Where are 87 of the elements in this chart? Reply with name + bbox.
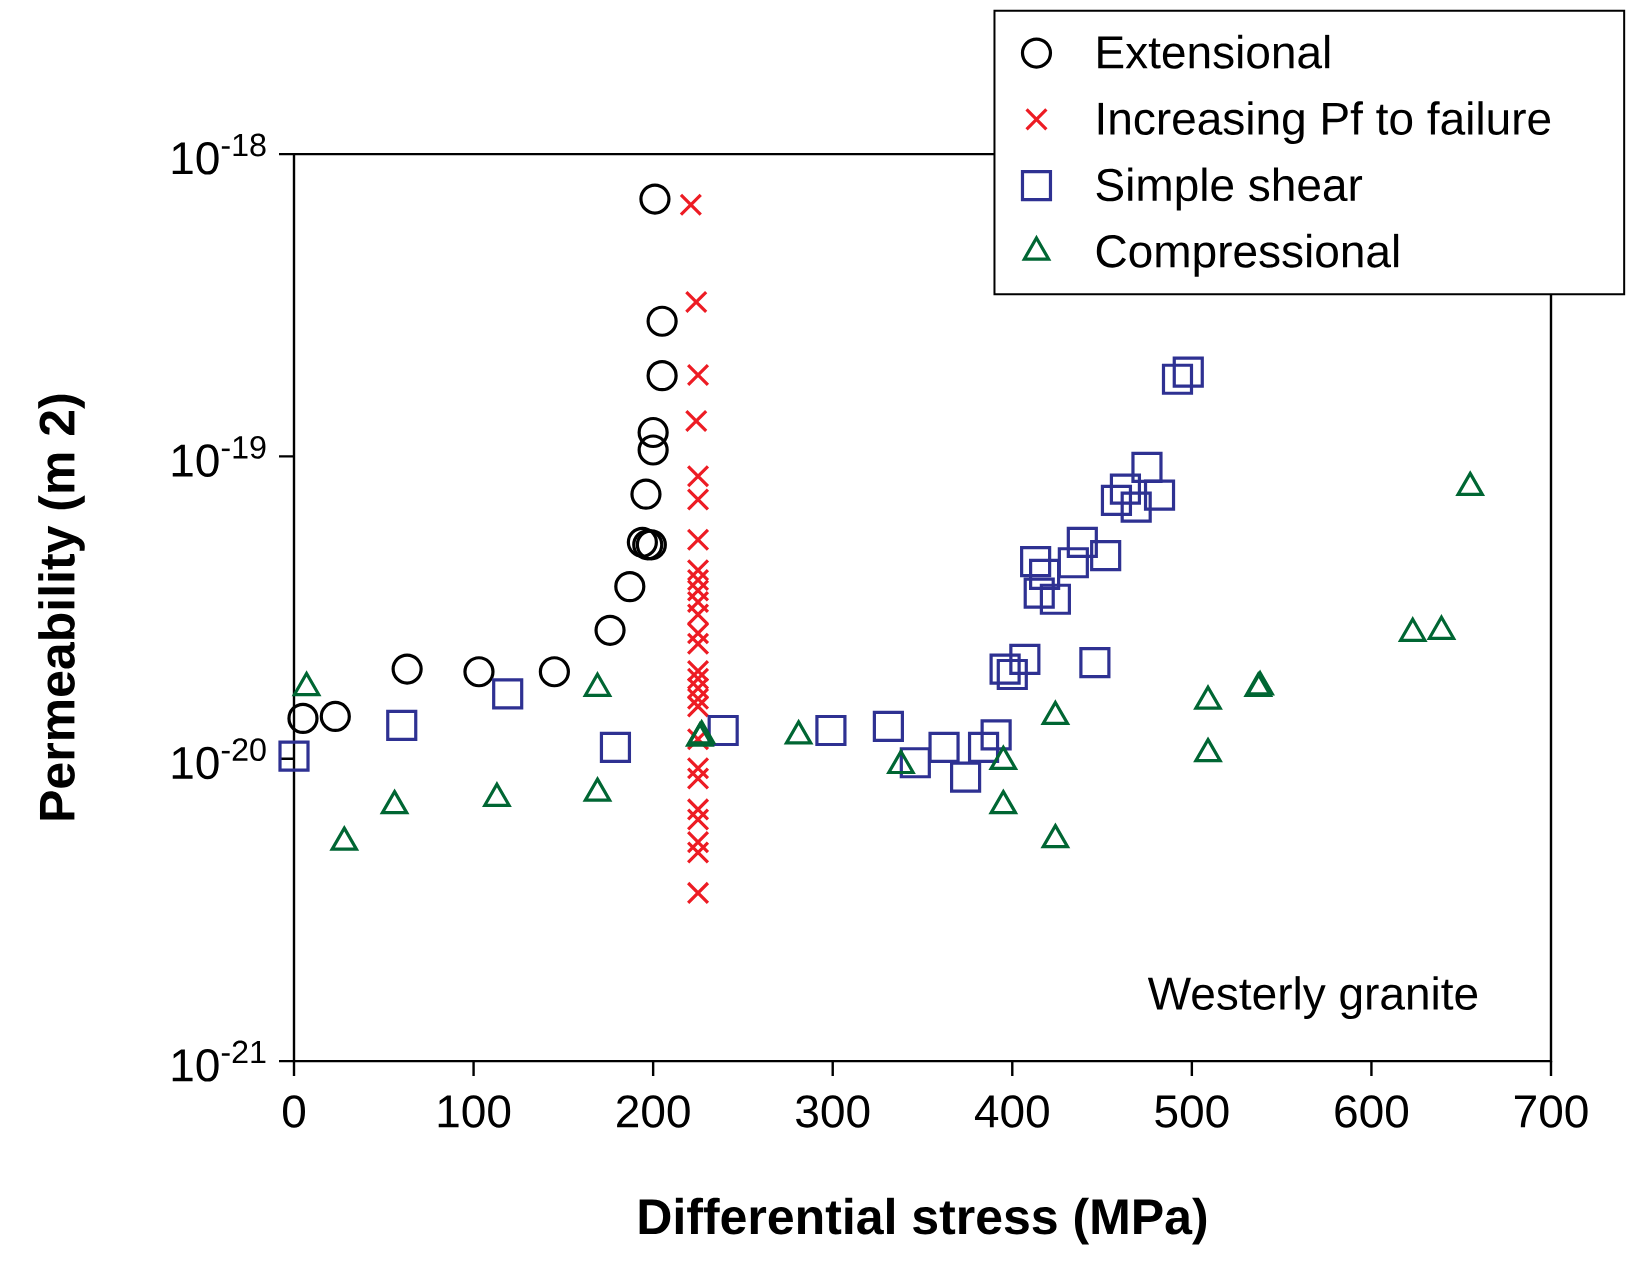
point xyxy=(686,558,710,582)
y-tick-label: 10$^{-18}$ xyxy=(172,133,266,175)
point xyxy=(815,714,847,747)
legend-label: Increasing Pf to failure xyxy=(1098,101,1551,145)
annotation: Westerly granite xyxy=(1147,976,1478,1020)
point xyxy=(928,731,960,764)
point xyxy=(646,305,678,337)
point xyxy=(686,687,710,711)
point xyxy=(686,797,710,821)
point xyxy=(386,709,418,741)
point xyxy=(319,700,351,733)
point xyxy=(686,590,710,614)
x-tick-label: 600 xyxy=(1335,1095,1409,1128)
point xyxy=(1029,558,1061,591)
point xyxy=(1009,643,1041,676)
x-tick-label: 400 xyxy=(974,1095,1049,1128)
point xyxy=(872,710,904,742)
y-axis-title: Permeability (m 2) xyxy=(38,394,85,820)
point xyxy=(492,678,524,710)
point xyxy=(686,881,710,905)
x-tick-label: 100 xyxy=(438,1095,511,1128)
point xyxy=(686,568,710,592)
point xyxy=(1057,547,1089,579)
point xyxy=(684,290,708,314)
point xyxy=(538,656,570,688)
point xyxy=(686,579,710,603)
point xyxy=(686,830,710,854)
legend-label: Extensional xyxy=(1098,34,1330,69)
point xyxy=(686,767,710,791)
point xyxy=(686,694,710,718)
point xyxy=(599,731,632,764)
point xyxy=(686,659,710,683)
point xyxy=(989,653,1021,685)
point xyxy=(686,632,710,656)
point xyxy=(278,740,310,772)
point xyxy=(1020,545,1052,578)
point xyxy=(996,658,1028,691)
point xyxy=(639,183,671,215)
x-tick-label: 500 xyxy=(1155,1095,1229,1128)
point xyxy=(626,526,658,558)
point xyxy=(1143,479,1176,511)
x-tick-label: 700 xyxy=(1514,1095,1588,1128)
point xyxy=(1100,484,1133,517)
point xyxy=(950,761,982,793)
point xyxy=(686,667,710,691)
point xyxy=(686,488,710,512)
point xyxy=(646,360,678,392)
point xyxy=(686,528,710,552)
point xyxy=(686,840,710,864)
point xyxy=(1023,577,1055,609)
x-tick-label: 0 xyxy=(283,1095,306,1128)
point xyxy=(686,363,710,387)
legend-label: Compressional xyxy=(1096,233,1399,277)
y-tick-label: 10$^{-20}$ xyxy=(172,738,266,780)
legend-label: Simple shear xyxy=(1096,167,1363,211)
point xyxy=(1090,539,1122,572)
point xyxy=(637,416,669,449)
y-tick-label: 10$^{-21}$ xyxy=(172,1040,266,1082)
point xyxy=(899,747,931,779)
point xyxy=(686,603,710,626)
x-tick-label: 200 xyxy=(617,1095,690,1128)
point xyxy=(1161,363,1194,395)
point xyxy=(1131,451,1163,483)
point xyxy=(679,193,703,217)
y-tick-label: 10$^{-19}$ xyxy=(172,435,266,477)
point xyxy=(1079,646,1111,679)
point xyxy=(1066,526,1098,558)
point xyxy=(686,676,710,700)
point xyxy=(463,656,495,688)
point xyxy=(980,719,1012,751)
point xyxy=(594,614,626,646)
point xyxy=(686,621,710,645)
point xyxy=(686,807,710,831)
point xyxy=(686,756,710,780)
point xyxy=(287,702,319,734)
point xyxy=(614,571,646,603)
point xyxy=(1120,491,1152,523)
point xyxy=(1039,583,1071,615)
point xyxy=(1109,473,1142,505)
x-tick-label: 300 xyxy=(796,1095,870,1128)
point xyxy=(684,409,708,433)
point xyxy=(630,478,662,510)
x-axis-title: Differential stress (MPa) xyxy=(639,1197,1207,1245)
point xyxy=(391,653,423,685)
point xyxy=(637,434,669,466)
point xyxy=(686,464,710,488)
point xyxy=(1172,356,1204,388)
